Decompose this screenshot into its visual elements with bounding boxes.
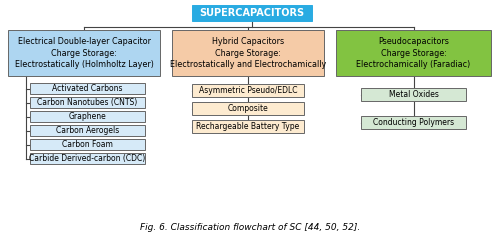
Text: Carbon Aerogels: Carbon Aerogels xyxy=(56,126,119,135)
Text: Carbide Derived-carbon (CDC): Carbide Derived-carbon (CDC) xyxy=(30,154,146,163)
FancyBboxPatch shape xyxy=(361,88,466,101)
FancyBboxPatch shape xyxy=(8,30,160,76)
FancyBboxPatch shape xyxy=(30,139,145,150)
Text: Fig. 6. Classification flowchart of SC [44, 50, 52].: Fig. 6. Classification flowchart of SC [… xyxy=(140,223,360,232)
Text: Hybrid Capacitors
Charge Storage:
Electrostatically and Electrochamically: Hybrid Capacitors Charge Storage: Electr… xyxy=(170,37,326,69)
FancyBboxPatch shape xyxy=(30,125,145,136)
Text: Graphene: Graphene xyxy=(68,112,106,121)
FancyBboxPatch shape xyxy=(172,30,324,76)
Text: Rechargeable Battery Type: Rechargeable Battery Type xyxy=(196,122,300,131)
Text: Carbon Foam: Carbon Foam xyxy=(62,140,113,149)
Text: Activated Carbons: Activated Carbons xyxy=(52,84,123,93)
FancyBboxPatch shape xyxy=(361,116,466,129)
Text: Pseudocapacitors
Charge Storage:
Electrochamically (Faradiac): Pseudocapacitors Charge Storage: Electro… xyxy=(356,37,470,69)
FancyBboxPatch shape xyxy=(192,84,304,97)
FancyBboxPatch shape xyxy=(192,120,304,133)
FancyBboxPatch shape xyxy=(30,97,145,108)
Text: SUPERCAPACITORS: SUPERCAPACITORS xyxy=(200,8,304,18)
Text: Carbon Nanotubes (CNTS): Carbon Nanotubes (CNTS) xyxy=(38,98,138,107)
Text: Asymmetric Pseudo/EDLC: Asymmetric Pseudo/EDLC xyxy=(199,86,297,95)
Text: Metal Oxides: Metal Oxides xyxy=(388,90,438,99)
Text: Composite: Composite xyxy=(228,104,268,113)
FancyBboxPatch shape xyxy=(192,5,312,21)
FancyBboxPatch shape xyxy=(30,153,145,164)
FancyBboxPatch shape xyxy=(336,30,491,76)
Text: Conducting Polymers: Conducting Polymers xyxy=(373,118,454,127)
Text: Electrical Double-layer Capacitor
Charge Storage:
Electrostatically (Holmholtz L: Electrical Double-layer Capacitor Charge… xyxy=(14,37,153,69)
FancyBboxPatch shape xyxy=(30,111,145,122)
FancyBboxPatch shape xyxy=(30,83,145,94)
FancyBboxPatch shape xyxy=(192,102,304,115)
